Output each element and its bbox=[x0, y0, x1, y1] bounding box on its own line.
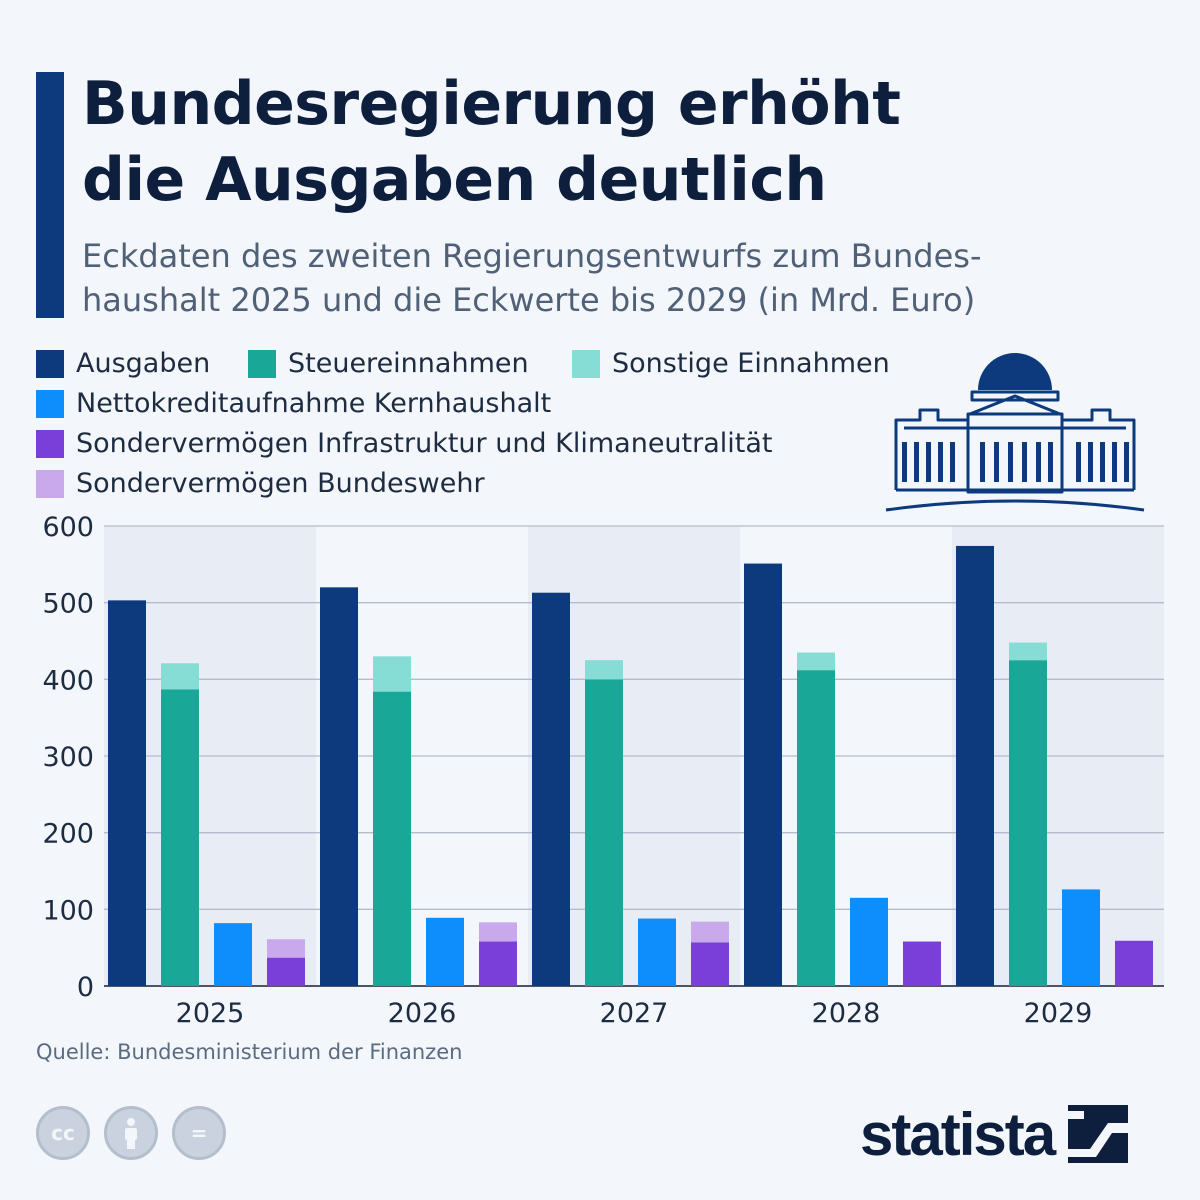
bar-nettokreditaufnahme-kernhaushalt-2029 bbox=[1062, 889, 1100, 986]
cc-icon-label: cc bbox=[51, 1121, 75, 1145]
bar-steuereinnahmen-2029 bbox=[1009, 660, 1047, 986]
statista-logo-icon bbox=[1068, 1105, 1128, 1163]
legend-label-steuereinnahmen: Steuereinnahmen bbox=[288, 348, 529, 379]
legend-item-sv-infrastruktur: Sondervermögen Infrastruktur und Klimane… bbox=[36, 428, 773, 459]
bar-sonstige-einnahmen-2026 bbox=[373, 656, 411, 691]
bar-ausgaben-2026 bbox=[320, 587, 358, 986]
legend-swatch-sv-bundeswehr bbox=[36, 470, 64, 498]
y-tick-label-300: 300 bbox=[42, 742, 94, 773]
reichstag-building-icon bbox=[880, 350, 1150, 520]
cc-icon[interactable]: cc bbox=[36, 1106, 90, 1160]
bar-nettokreditaufnahme-kernhaushalt-2028 bbox=[850, 898, 888, 986]
bar-nettokreditaufnahme-kernhaushalt-2026 bbox=[426, 918, 464, 986]
legend-item-ausgaben: Ausgaben bbox=[36, 348, 210, 379]
bar-sonstige-einnahmen-2027 bbox=[585, 660, 623, 679]
bar-ausgaben-2029 bbox=[956, 546, 994, 986]
chart-title-line-1: Bundesregierung erhöht bbox=[82, 66, 1162, 142]
bar-sondervermögen-bundeswehr-2026 bbox=[479, 922, 517, 941]
license-icons: cc = bbox=[36, 1106, 226, 1160]
chart-title-line-2: die Ausgaben deutlich bbox=[82, 142, 1162, 218]
bar-sondervermögen-infrastruktur-und-klimaneutralität-2026 bbox=[479, 942, 517, 986]
legend-label-ausgaben: Ausgaben bbox=[76, 348, 210, 379]
by-icon[interactable] bbox=[104, 1106, 158, 1160]
nd-icon[interactable]: = bbox=[172, 1106, 226, 1160]
legend-label-sv-infrastruktur: Sondervermögen Infrastruktur und Klimane… bbox=[76, 428, 773, 459]
legend-item-nettokreditaufnahme: Nettokreditaufnahme Kernhaushalt bbox=[36, 388, 551, 419]
legend-item-steuereinnahmen: Steuereinnahmen bbox=[248, 348, 529, 379]
y-tick-label-100: 100 bbox=[42, 895, 94, 926]
legend-item-sonstige-einnahmen: Sonstige Einnahmen bbox=[572, 348, 890, 379]
legend-swatch-sonstige-einnahmen bbox=[572, 350, 600, 378]
bar-nettokreditaufnahme-kernhaushalt-2025 bbox=[214, 923, 252, 986]
chart-subtitle: Eckdaten des zweiten Regierungsentwurfs … bbox=[82, 234, 1172, 322]
legend-swatch-ausgaben bbox=[36, 350, 64, 378]
person-icon bbox=[120, 1117, 142, 1149]
legend-swatch-sv-infrastruktur bbox=[36, 430, 64, 458]
bar-ausgaben-2027 bbox=[532, 593, 570, 986]
chart-subtitle-line-1: Eckdaten des zweiten Regierungsentwurfs … bbox=[82, 234, 1172, 278]
x-tick-label-2028: 2028 bbox=[812, 998, 881, 1029]
chart-subtitle-line-2: haushalt 2025 und die Eckwerte bis 2029 … bbox=[82, 278, 1172, 322]
bar-sonstige-einnahmen-2025 bbox=[161, 663, 199, 689]
dome-shape bbox=[978, 353, 1052, 390]
bar-ausgaben-2028 bbox=[744, 564, 782, 986]
statista-brand[interactable]: statista bbox=[860, 1094, 1170, 1174]
legend-label-sonstige-einnahmen: Sonstige Einnahmen bbox=[612, 348, 890, 379]
bar-sondervermögen-infrastruktur-und-klimaneutralität-2027 bbox=[691, 942, 729, 986]
legend-swatch-steuereinnahmen bbox=[248, 350, 276, 378]
bar-chart: 0 100 200 300 400 500 600 2025 2026 2027 2028 2029 bbox=[0, 510, 1200, 1040]
y-tick-label-200: 200 bbox=[42, 819, 94, 850]
x-tick-label-2026: 2026 bbox=[388, 998, 457, 1029]
chart-title: Bundesregierung erhöht die Ausgaben deut… bbox=[82, 66, 1162, 218]
bar-steuereinnahmen-2028 bbox=[797, 670, 835, 986]
source-note: Quelle: Bundesministerium der Finanzen bbox=[36, 1040, 462, 1064]
legend-label-nettokreditaufnahme: Nettokreditaufnahme Kernhaushalt bbox=[76, 388, 551, 419]
bar-steuereinnahmen-2026 bbox=[373, 692, 411, 986]
bar-ausgaben-2025 bbox=[108, 600, 146, 986]
legend-label-sv-bundeswehr: Sondervermögen Bundeswehr bbox=[76, 468, 485, 499]
legend-item-sv-bundeswehr: Sondervermögen Bundeswehr bbox=[36, 468, 485, 499]
x-tick-label-2029: 2029 bbox=[1024, 998, 1093, 1029]
bar-sondervermögen-bundeswehr-2027 bbox=[691, 922, 729, 943]
y-tick-label-0: 0 bbox=[77, 972, 94, 1003]
y-tick-label-400: 400 bbox=[42, 665, 94, 696]
title-accent-bar bbox=[36, 72, 64, 318]
y-tick-label-600: 600 bbox=[42, 512, 94, 543]
bar-sonstige-einnahmen-2029 bbox=[1009, 643, 1047, 661]
statista-wordmark: statista bbox=[860, 1100, 1054, 1169]
x-tick-label-2027: 2027 bbox=[600, 998, 669, 1029]
bar-nettokreditaufnahme-kernhaushalt-2027 bbox=[638, 919, 676, 986]
nd-icon-label: = bbox=[191, 1121, 208, 1145]
bar-steuereinnahmen-2027 bbox=[585, 679, 623, 986]
bar-sonstige-einnahmen-2028 bbox=[797, 653, 835, 671]
legend-swatch-nettokreditaufnahme bbox=[36, 390, 64, 418]
x-tick-label-2025: 2025 bbox=[176, 998, 245, 1029]
bar-sondervermögen-infrastruktur-und-klimaneutralität-2028 bbox=[903, 942, 941, 986]
bar-steuereinnahmen-2025 bbox=[161, 689, 199, 986]
bar-sondervermögen-bundeswehr-2025 bbox=[267, 939, 305, 957]
bar-sondervermögen-infrastruktur-und-klimaneutralität-2029 bbox=[1115, 941, 1153, 986]
y-tick-label-500: 500 bbox=[42, 589, 94, 620]
bar-sondervermögen-infrastruktur-und-klimaneutralität-2025 bbox=[267, 958, 305, 986]
